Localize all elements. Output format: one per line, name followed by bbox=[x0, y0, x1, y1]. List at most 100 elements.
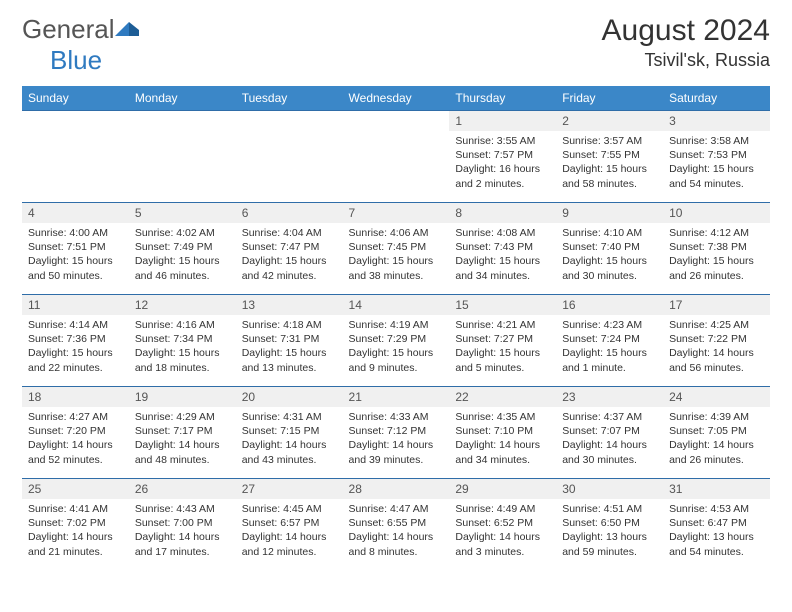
calendar-day-cell bbox=[22, 111, 129, 203]
calendar-day-cell bbox=[343, 111, 450, 203]
day-number: 5 bbox=[129, 203, 236, 223]
calendar-day-cell: 13Sunrise: 4:18 AMSunset: 7:31 PMDayligh… bbox=[236, 295, 343, 387]
sunset-text: Sunset: 7:00 PM bbox=[135, 516, 230, 530]
sunrise-text: Sunrise: 4:18 AM bbox=[242, 318, 337, 332]
day-number: 23 bbox=[556, 387, 663, 407]
daylight-text: Daylight: 15 hours and 18 minutes. bbox=[135, 346, 230, 374]
day-body: Sunrise: 3:57 AMSunset: 7:55 PMDaylight:… bbox=[556, 131, 663, 194]
daylight-text: Daylight: 15 hours and 50 minutes. bbox=[28, 254, 123, 282]
daylight-text: Daylight: 14 hours and 12 minutes. bbox=[242, 530, 337, 558]
day-body: Sunrise: 4:23 AMSunset: 7:24 PMDaylight:… bbox=[556, 315, 663, 378]
calendar-day-cell bbox=[236, 111, 343, 203]
daylight-text: Daylight: 15 hours and 58 minutes. bbox=[562, 162, 657, 190]
calendar-day-cell: 1Sunrise: 3:55 AMSunset: 7:57 PMDaylight… bbox=[449, 111, 556, 203]
calendar-day-cell: 8Sunrise: 4:08 AMSunset: 7:43 PMDaylight… bbox=[449, 203, 556, 295]
day-body: Sunrise: 4:16 AMSunset: 7:34 PMDaylight:… bbox=[129, 315, 236, 378]
day-number: 28 bbox=[343, 479, 450, 499]
day-body: Sunrise: 4:18 AMSunset: 7:31 PMDaylight:… bbox=[236, 315, 343, 378]
sunrise-text: Sunrise: 3:55 AM bbox=[455, 134, 550, 148]
daylight-text: Daylight: 14 hours and 43 minutes. bbox=[242, 438, 337, 466]
calendar-day-cell: 29Sunrise: 4:49 AMSunset: 6:52 PMDayligh… bbox=[449, 479, 556, 571]
day-header: Thursday bbox=[449, 86, 556, 111]
calendar-table: SundayMondayTuesdayWednesdayThursdayFrid… bbox=[22, 86, 770, 571]
day-body: Sunrise: 3:58 AMSunset: 7:53 PMDaylight:… bbox=[663, 131, 770, 194]
sunset-text: Sunset: 7:51 PM bbox=[28, 240, 123, 254]
calendar-day-cell: 27Sunrise: 4:45 AMSunset: 6:57 PMDayligh… bbox=[236, 479, 343, 571]
day-header: Saturday bbox=[663, 86, 770, 111]
day-body: Sunrise: 4:47 AMSunset: 6:55 PMDaylight:… bbox=[343, 499, 450, 562]
daylight-text: Daylight: 15 hours and 42 minutes. bbox=[242, 254, 337, 282]
sunset-text: Sunset: 7:45 PM bbox=[349, 240, 444, 254]
sunset-text: Sunset: 7:36 PM bbox=[28, 332, 123, 346]
daylight-text: Daylight: 16 hours and 2 minutes. bbox=[455, 162, 550, 190]
sunrise-text: Sunrise: 4:16 AM bbox=[135, 318, 230, 332]
logo-mark-icon bbox=[115, 14, 141, 44]
sunrise-text: Sunrise: 4:04 AM bbox=[242, 226, 337, 240]
day-header: Wednesday bbox=[343, 86, 450, 111]
calendar-day-cell: 19Sunrise: 4:29 AMSunset: 7:17 PMDayligh… bbox=[129, 387, 236, 479]
day-number: 13 bbox=[236, 295, 343, 315]
calendar-day-cell: 26Sunrise: 4:43 AMSunset: 7:00 PMDayligh… bbox=[129, 479, 236, 571]
day-body: Sunrise: 4:37 AMSunset: 7:07 PMDaylight:… bbox=[556, 407, 663, 470]
sunset-text: Sunset: 7:17 PM bbox=[135, 424, 230, 438]
sunset-text: Sunset: 7:34 PM bbox=[135, 332, 230, 346]
daylight-text: Daylight: 15 hours and 54 minutes. bbox=[669, 162, 764, 190]
sunrise-text: Sunrise: 4:25 AM bbox=[669, 318, 764, 332]
sunset-text: Sunset: 7:27 PM bbox=[455, 332, 550, 346]
day-number: 14 bbox=[343, 295, 450, 315]
sunset-text: Sunset: 7:40 PM bbox=[562, 240, 657, 254]
day-number: 9 bbox=[556, 203, 663, 223]
daylight-text: Daylight: 15 hours and 30 minutes. bbox=[562, 254, 657, 282]
day-number: 12 bbox=[129, 295, 236, 315]
daylight-text: Daylight: 15 hours and 38 minutes. bbox=[349, 254, 444, 282]
day-number: 15 bbox=[449, 295, 556, 315]
sunrise-text: Sunrise: 4:00 AM bbox=[28, 226, 123, 240]
day-header: Tuesday bbox=[236, 86, 343, 111]
daylight-text: Daylight: 13 hours and 54 minutes. bbox=[669, 530, 764, 558]
day-number: 21 bbox=[343, 387, 450, 407]
daylight-text: Daylight: 15 hours and 22 minutes. bbox=[28, 346, 123, 374]
calendar-day-cell: 23Sunrise: 4:37 AMSunset: 7:07 PMDayligh… bbox=[556, 387, 663, 479]
daylight-text: Daylight: 14 hours and 56 minutes. bbox=[669, 346, 764, 374]
day-number: 7 bbox=[343, 203, 450, 223]
month-title: August 2024 bbox=[602, 14, 770, 48]
daylight-text: Daylight: 15 hours and 9 minutes. bbox=[349, 346, 444, 374]
sunrise-text: Sunrise: 4:41 AM bbox=[28, 502, 123, 516]
sunrise-text: Sunrise: 3:57 AM bbox=[562, 134, 657, 148]
calendar-day-cell: 10Sunrise: 4:12 AMSunset: 7:38 PMDayligh… bbox=[663, 203, 770, 295]
day-number bbox=[129, 111, 236, 117]
sunset-text: Sunset: 7:05 PM bbox=[669, 424, 764, 438]
calendar-week-row: 18Sunrise: 4:27 AMSunset: 7:20 PMDayligh… bbox=[22, 387, 770, 479]
day-number: 22 bbox=[449, 387, 556, 407]
day-body: Sunrise: 4:12 AMSunset: 7:38 PMDaylight:… bbox=[663, 223, 770, 286]
day-body: Sunrise: 4:53 AMSunset: 6:47 PMDaylight:… bbox=[663, 499, 770, 562]
daylight-text: Daylight: 15 hours and 13 minutes. bbox=[242, 346, 337, 374]
day-number bbox=[22, 111, 129, 117]
day-body: Sunrise: 4:02 AMSunset: 7:49 PMDaylight:… bbox=[129, 223, 236, 286]
day-number: 29 bbox=[449, 479, 556, 499]
day-body: Sunrise: 4:33 AMSunset: 7:12 PMDaylight:… bbox=[343, 407, 450, 470]
sunset-text: Sunset: 7:31 PM bbox=[242, 332, 337, 346]
sunset-text: Sunset: 7:53 PM bbox=[669, 148, 764, 162]
daylight-text: Daylight: 15 hours and 26 minutes. bbox=[669, 254, 764, 282]
sunrise-text: Sunrise: 4:47 AM bbox=[349, 502, 444, 516]
day-number bbox=[236, 111, 343, 117]
day-number: 26 bbox=[129, 479, 236, 499]
day-body: Sunrise: 4:27 AMSunset: 7:20 PMDaylight:… bbox=[22, 407, 129, 470]
calendar-day-cell bbox=[129, 111, 236, 203]
day-body: Sunrise: 4:45 AMSunset: 6:57 PMDaylight:… bbox=[236, 499, 343, 562]
day-body: Sunrise: 4:49 AMSunset: 6:52 PMDaylight:… bbox=[449, 499, 556, 562]
calendar-header-row: SundayMondayTuesdayWednesdayThursdayFrid… bbox=[22, 86, 770, 111]
calendar-week-row: 11Sunrise: 4:14 AMSunset: 7:36 PMDayligh… bbox=[22, 295, 770, 387]
day-number: 2 bbox=[556, 111, 663, 131]
calendar-day-cell: 16Sunrise: 4:23 AMSunset: 7:24 PMDayligh… bbox=[556, 295, 663, 387]
calendar-day-cell: 5Sunrise: 4:02 AMSunset: 7:49 PMDaylight… bbox=[129, 203, 236, 295]
sunrise-text: Sunrise: 4:08 AM bbox=[455, 226, 550, 240]
day-number: 31 bbox=[663, 479, 770, 499]
day-body: Sunrise: 4:35 AMSunset: 7:10 PMDaylight:… bbox=[449, 407, 556, 470]
sunrise-text: Sunrise: 4:43 AM bbox=[135, 502, 230, 516]
sunset-text: Sunset: 7:24 PM bbox=[562, 332, 657, 346]
sunset-text: Sunset: 7:49 PM bbox=[135, 240, 230, 254]
daylight-text: Daylight: 14 hours and 21 minutes. bbox=[28, 530, 123, 558]
day-number: 1 bbox=[449, 111, 556, 131]
